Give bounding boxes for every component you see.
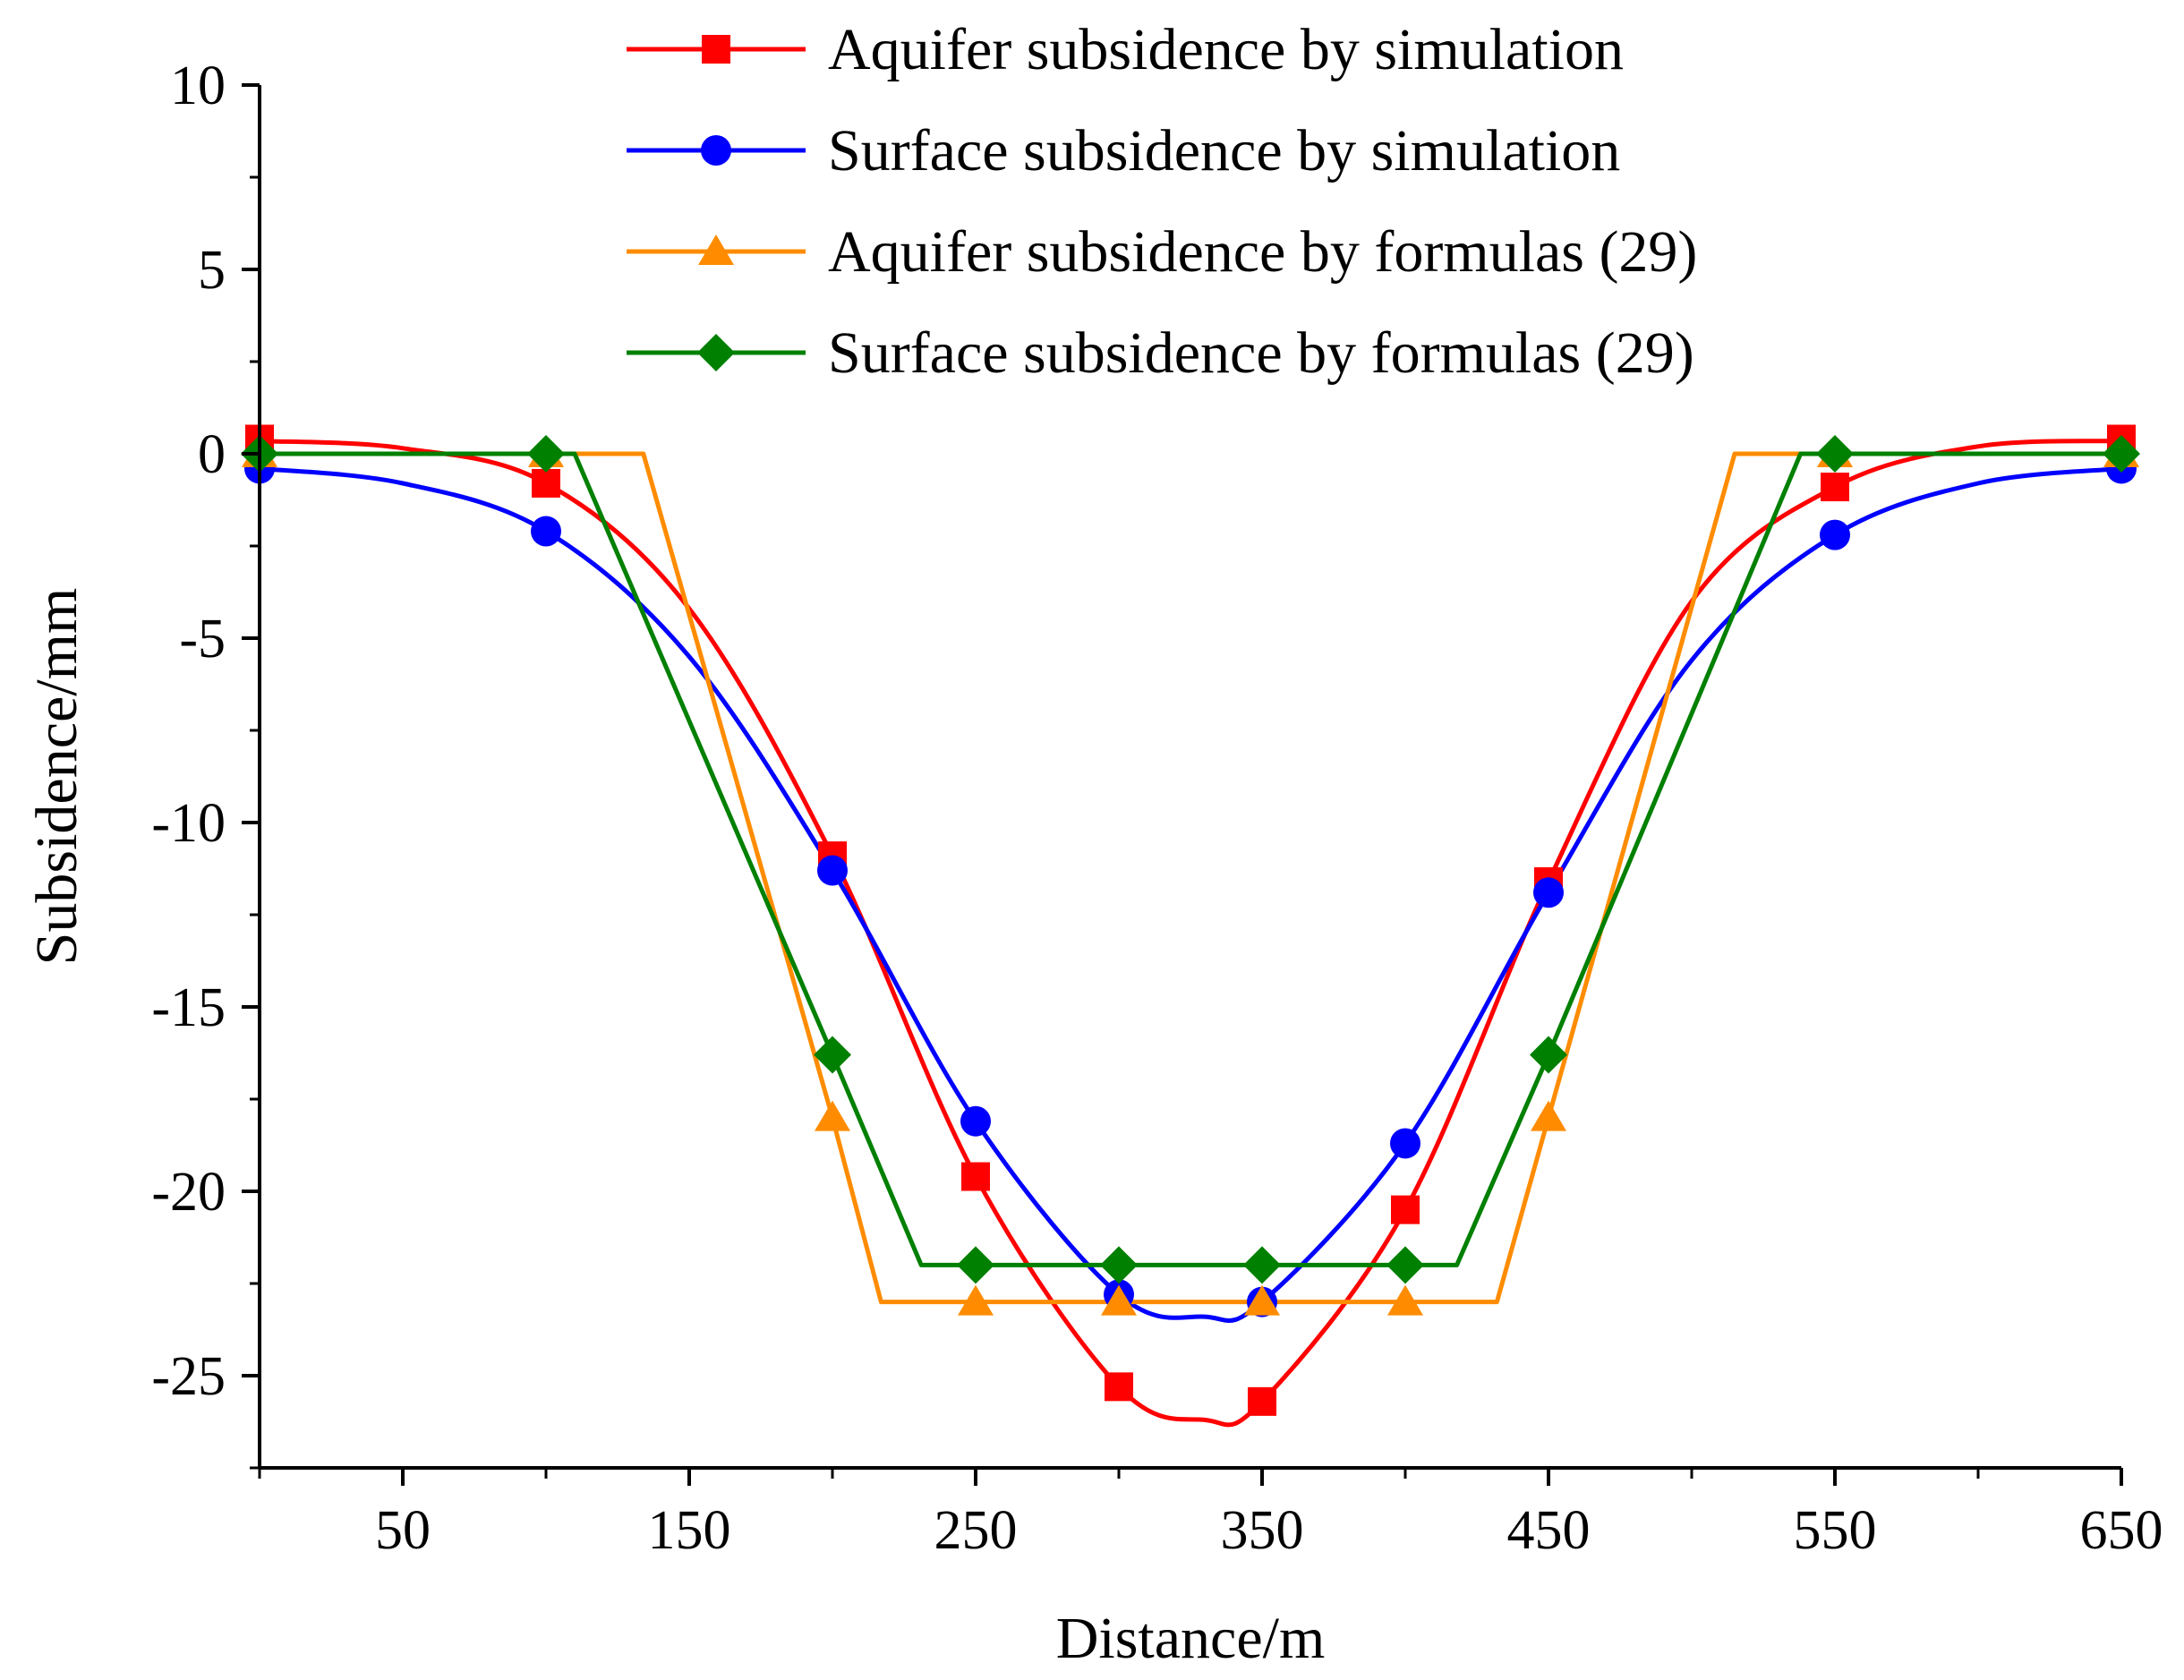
x-tick-label: 450 xyxy=(1507,1500,1591,1561)
data-point-series-3 xyxy=(958,1284,994,1316)
x-axis-title: Distance/m xyxy=(1056,1606,1326,1671)
y-tick-label: -20 xyxy=(151,1162,226,1223)
data-point-series-2 xyxy=(531,516,561,547)
data-point-series-2 xyxy=(960,1105,991,1137)
data-point-series-4 xyxy=(1243,1246,1281,1284)
data-point-series-4 xyxy=(957,1246,994,1284)
legend-marker-2 xyxy=(701,135,731,166)
plot-lines xyxy=(259,439,2122,1428)
data-point-series-1 xyxy=(1105,1372,1133,1402)
data-point-series-3 xyxy=(815,1100,850,1131)
data-point-series-4 xyxy=(814,1036,851,1074)
data-point-series-1 xyxy=(1821,473,1849,502)
data-point-series-4 xyxy=(1530,1036,1567,1074)
x-tick-label: 150 xyxy=(648,1500,731,1561)
axes xyxy=(242,83,2123,1486)
legend-marker-3 xyxy=(698,235,734,265)
legend-label-3: Aquifer subsidence by formulas (29) xyxy=(828,219,1697,285)
data-point-series-4 xyxy=(2103,435,2140,473)
y-tick-label: -5 xyxy=(179,609,226,669)
x-tick-label: 550 xyxy=(1794,1500,1877,1561)
data-point-series-2 xyxy=(817,855,848,886)
data-point-series-4 xyxy=(1816,435,1854,473)
data-point-series-1 xyxy=(1391,1195,1420,1224)
data-point-series-3 xyxy=(1101,1284,1137,1316)
series-line-3 xyxy=(260,451,2121,1305)
data-point-series-1 xyxy=(532,468,560,498)
legend-marker-4 xyxy=(697,334,735,371)
x-tick-label: 350 xyxy=(1221,1500,1304,1561)
x-tick-label: 650 xyxy=(2080,1500,2163,1561)
data-point-series-1 xyxy=(1248,1386,1276,1416)
series-line-4 xyxy=(260,451,2121,1267)
data-point-series-4 xyxy=(527,435,565,473)
series-line-2 xyxy=(259,466,2122,1323)
data-point-series-2 xyxy=(1390,1128,1420,1159)
data-point-series-2 xyxy=(1533,877,1564,908)
legend-label-1: Aquifer subsidence by simulation xyxy=(828,17,1624,82)
y-tick-label: 5 xyxy=(198,240,226,301)
y-axis-title: Subsidence/mm xyxy=(24,588,90,966)
y-tick-label: -10 xyxy=(151,793,226,854)
legend: Aquifer subsidence by simulation Surface … xyxy=(627,17,1697,386)
data-point-series-3 xyxy=(1387,1284,1423,1316)
data-point-series-4 xyxy=(1386,1246,1424,1284)
series-line-1 xyxy=(259,439,2122,1428)
legend-label-4: Surface subsidence by formulas (29) xyxy=(828,320,1694,386)
data-point-series-3 xyxy=(1244,1284,1280,1316)
y-tick-label: -15 xyxy=(151,977,226,1038)
x-tick-label: 250 xyxy=(934,1500,1018,1561)
data-point-series-3 xyxy=(1531,1100,1566,1131)
legend-label-2: Surface subsidence by simulation xyxy=(828,118,1620,183)
data-point-series-1 xyxy=(961,1162,990,1191)
legend-marker-1 xyxy=(702,35,730,64)
data-point-series-4 xyxy=(1100,1246,1138,1284)
y-tick-label: -25 xyxy=(151,1346,226,1407)
y-tick-label: 10 xyxy=(170,55,226,116)
data-point-series-2 xyxy=(1820,519,1850,550)
y-tick-label: 0 xyxy=(198,424,226,485)
x-tick-label: 50 xyxy=(375,1500,431,1561)
